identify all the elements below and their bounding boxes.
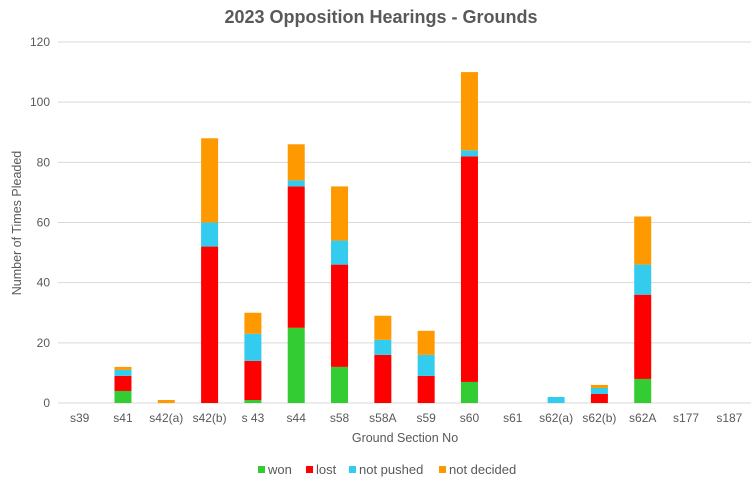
x-tick-label: s44 xyxy=(287,411,307,425)
y-tick-label: 40 xyxy=(37,276,51,290)
bar-segment-lost xyxy=(590,393,608,403)
x-tick-label: s39 xyxy=(70,411,90,425)
legend-swatch xyxy=(439,466,446,473)
chart-title: 2023 Opposition Hearings - Grounds xyxy=(224,7,537,27)
bar-segment-won xyxy=(460,381,478,403)
bar-segment-lost xyxy=(287,186,305,328)
bar-segment-not-decided xyxy=(157,399,175,403)
bar-segment-not-decided xyxy=(460,72,478,151)
bar-segment-not-pushed xyxy=(460,150,478,157)
bar-segment-not-pushed xyxy=(374,339,392,355)
bar-segment-lost xyxy=(331,264,349,367)
legend-swatch xyxy=(258,466,265,473)
legend-label: lost xyxy=(316,462,337,477)
y-tick-label: 20 xyxy=(37,336,51,350)
bar-segment-not-decided xyxy=(201,138,219,223)
bar-segment-won xyxy=(287,327,305,403)
bar-segment-not-pushed xyxy=(331,240,349,265)
x-axis-label: Ground Section No xyxy=(352,431,458,445)
y-tick-label: 80 xyxy=(37,155,51,169)
bar-segment-won xyxy=(244,399,262,403)
bar-segment-lost xyxy=(460,156,478,382)
y-axis-label: Number of Times Pleaded xyxy=(10,151,24,296)
bar-segment-not-decided xyxy=(374,315,392,340)
x-tick-label: s60 xyxy=(460,411,480,425)
bar-segment-lost xyxy=(634,294,652,379)
legend-swatch xyxy=(306,466,313,473)
bar-segment-lost xyxy=(244,360,262,400)
bar-segment-not-decided xyxy=(590,384,608,388)
bar-segment-not-decided xyxy=(417,330,435,355)
bar-segment-not-decided xyxy=(244,312,262,334)
bar-segment-not-decided xyxy=(114,366,132,370)
x-tick-label: s62(a) xyxy=(539,411,573,425)
bar-segment-won xyxy=(114,390,132,403)
bar-segment-won xyxy=(634,378,652,403)
bar-segment-not-pushed xyxy=(417,354,435,376)
y-tick-label: 60 xyxy=(37,216,51,230)
x-tick-label: s41 xyxy=(113,411,133,425)
bar-segment-lost xyxy=(374,354,392,403)
legend-label: won xyxy=(267,462,292,477)
x-tick-label: s 43 xyxy=(242,411,265,425)
bar-segment-not-decided xyxy=(634,216,652,265)
x-tick-label: s177 xyxy=(673,411,699,425)
legend-label: not decided xyxy=(449,462,516,477)
bar-segment-not-decided xyxy=(331,186,349,241)
bar-segment-not-pushed xyxy=(547,396,565,403)
x-tick-label: s62A xyxy=(629,411,656,425)
bar-segment-not-pushed xyxy=(590,387,608,394)
y-tick-label: 0 xyxy=(43,396,50,410)
bar-segment-not-pushed xyxy=(287,180,305,187)
bar-segment-lost xyxy=(114,375,132,391)
x-tick-label: s42(a) xyxy=(149,411,183,425)
legend-swatch xyxy=(349,466,356,473)
bar-segment-lost xyxy=(201,246,219,403)
x-tick-label: s187 xyxy=(716,411,742,425)
bar-segment-not-pushed xyxy=(634,264,652,295)
bar-segment-not-decided xyxy=(287,144,305,181)
x-tick-label: s62(b) xyxy=(582,411,616,425)
bar-segment-lost xyxy=(417,375,435,403)
y-tick-label: 120 xyxy=(30,35,50,49)
x-tick-label: s42(b) xyxy=(193,411,227,425)
bar-segment-not-pushed xyxy=(244,333,262,361)
bar-segment-not-pushed xyxy=(201,222,219,247)
x-tick-label: s61 xyxy=(503,411,523,425)
bar-segment-won xyxy=(331,366,349,403)
bar-segment-not-pushed xyxy=(114,369,132,376)
legend-label: not pushed xyxy=(359,462,423,477)
y-tick-label: 100 xyxy=(30,95,50,109)
x-tick-label: s59 xyxy=(416,411,436,425)
x-tick-label: s58A xyxy=(369,411,396,425)
x-tick-label: s58 xyxy=(330,411,350,425)
